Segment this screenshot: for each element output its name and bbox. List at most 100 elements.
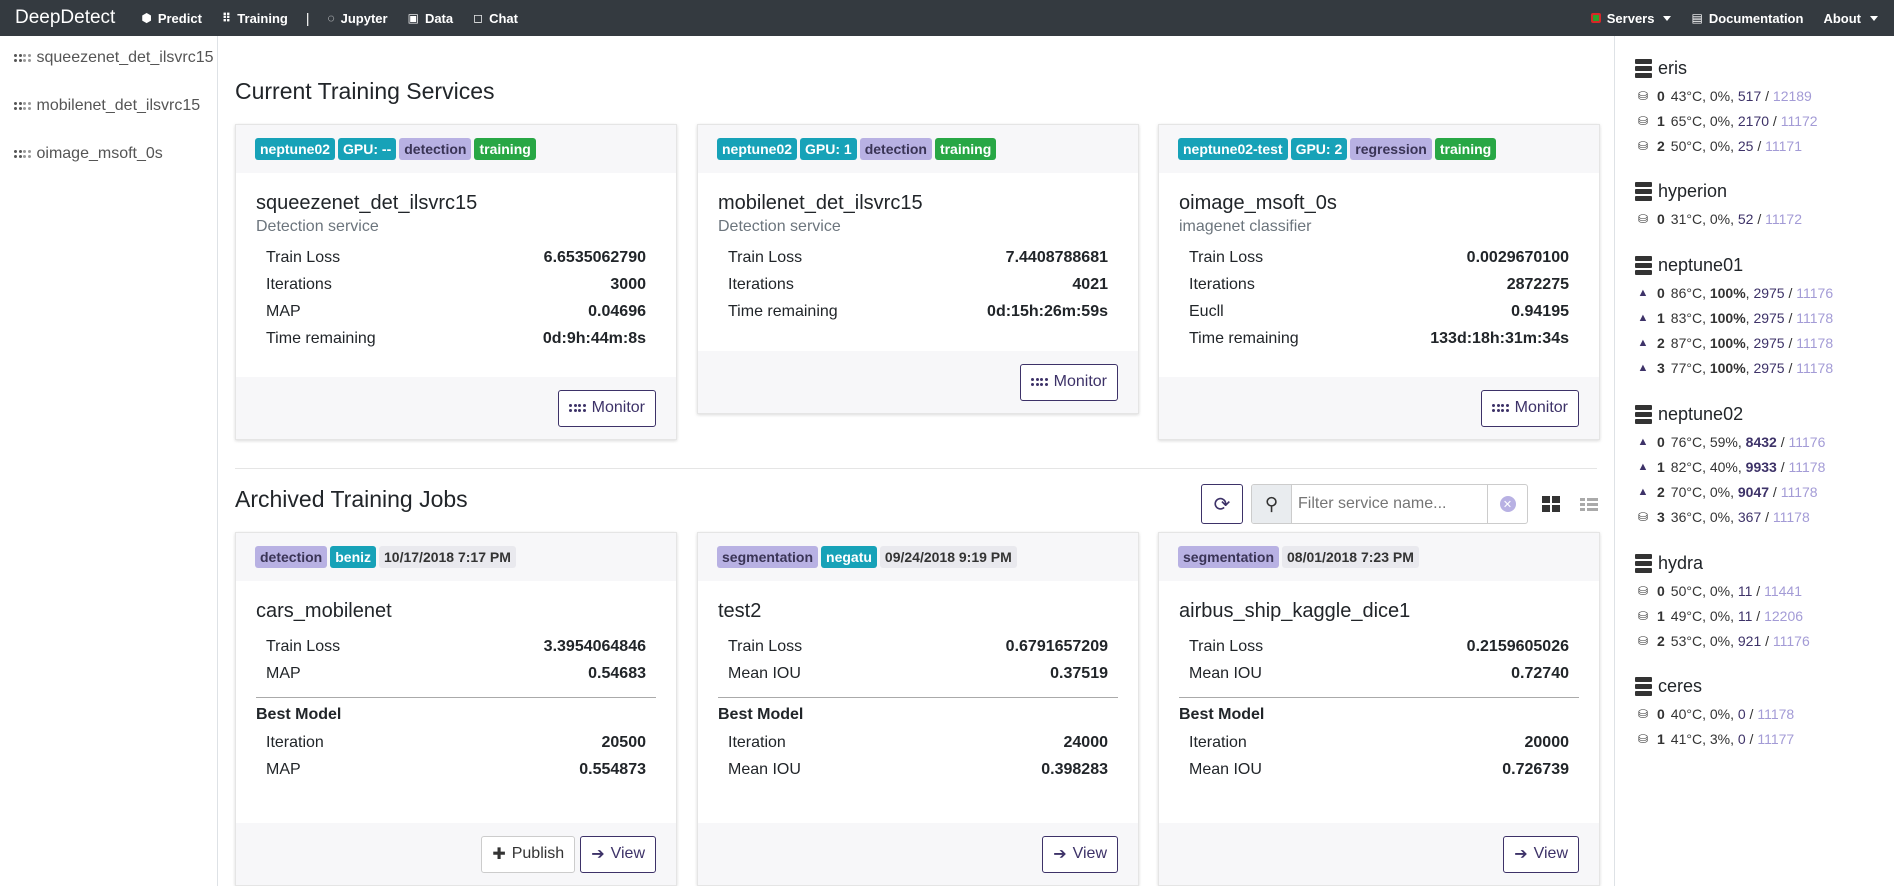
- close-icon: ✕: [1499, 496, 1516, 512]
- job-name[interactable]: cars_mobilenet: [256, 600, 392, 622]
- stat-row: Train Loss 0.2159605026: [1179, 633, 1579, 660]
- gpu-index: 1: [1657, 458, 1665, 475]
- card-header: segmentation 08/01/2018 7:23 PM: [1159, 533, 1599, 581]
- gpu-index: 3: [1657, 359, 1665, 376]
- stat-row: Time remaining 0d:15h:26m:59s: [718, 298, 1118, 325]
- servers-dropdown[interactable]: Servers: [1581, 0, 1682, 36]
- gpu-mem-total: 11176: [1788, 433, 1826, 450]
- archived-section-title: Archived Training Jobs: [235, 486, 468, 512]
- left-item-oimage[interactable]: oimage_msoft_0s: [14, 145, 163, 163]
- gpu-temp: 36°C: [1670, 508, 1703, 525]
- server-name-row[interactable]: hyperion: [1635, 179, 1802, 203]
- gpu-mem: 9933: [1745, 458, 1777, 475]
- left-item-squeezenet[interactable]: squeezenet_det_ilsvrc15: [14, 49, 214, 67]
- brand-logo[interactable]: DeepDetect: [15, 7, 116, 28]
- server-name-row[interactable]: eris: [1635, 56, 1818, 80]
- gpu-util: 0%: [1709, 705, 1731, 722]
- nav-predict[interactable]: ⬢ Predict: [131, 0, 212, 36]
- stat-label: Mean IOU: [1189, 664, 1262, 682]
- service-description: Detection service: [718, 218, 841, 235]
- service-name[interactable]: oimage_msoft_0s: [1179, 192, 1337, 214]
- service-name[interactable]: mobilenet_det_ilsvrc15: [718, 192, 923, 214]
- documentation-link[interactable]: ▤ Documentation: [1681, 0, 1813, 36]
- refresh-button[interactable]: ⟳: [1201, 484, 1243, 524]
- gpu-temp: 49°C: [1670, 607, 1703, 624]
- nav-chat[interactable]: ◻ Chat: [463, 0, 528, 36]
- gpu-util: 0%: [1709, 483, 1731, 500]
- stat-value: 0.554873: [579, 760, 646, 778]
- gpu-temp: 77°C: [1670, 359, 1703, 376]
- nav-training[interactable]: ⠿ Training: [212, 0, 298, 36]
- job-name[interactable]: airbus_ship_kaggle_dice1: [1179, 600, 1411, 622]
- gpu-mem-total: 11177: [1757, 730, 1795, 747]
- stat-value: 7.4408788681: [1005, 248, 1108, 266]
- nav-jupyter[interactable]: ◌ Jupyter: [317, 0, 397, 36]
- stat-value: 20000: [1524, 733, 1570, 751]
- best-model-heading: Best Model: [1179, 706, 1265, 723]
- server-name-row[interactable]: hydra: [1635, 551, 1810, 575]
- circle-notch-icon: ◌: [327, 11, 335, 25]
- server-icon: [1635, 58, 1652, 78]
- type-badge: detection: [399, 138, 472, 160]
- stat-label: Time remaining: [266, 329, 376, 347]
- view-button[interactable]: ➔ View: [1503, 835, 1579, 873]
- monitor-label: Monitor: [1053, 373, 1107, 390]
- clear-search-button[interactable]: ✕: [1487, 485, 1527, 523]
- fire-icon: ▲: [1637, 435, 1649, 448]
- left-item-label: squeezenet_det_ilsvrc15: [36, 49, 214, 66]
- user-badge: beniz: [330, 546, 377, 568]
- gpu-index: 1: [1657, 607, 1665, 624]
- grid-view-toggle[interactable]: [1536, 496, 1566, 512]
- gpu-util: 0%: [1709, 607, 1731, 624]
- section-divider: [235, 468, 1597, 469]
- service-description: imagenet classifier: [1179, 218, 1312, 235]
- left-sidebar: squeezenet_det_ilsvrc15 mobilenet_det_il…: [0, 36, 218, 886]
- nav-data[interactable]: ▣ Data: [398, 0, 464, 36]
- monitor-button[interactable]: Monitor: [558, 389, 656, 427]
- gpu-row: ▲ 0 76°C, 59%, 8432 / 11176: [1635, 429, 1826, 454]
- gpu-index: 0: [1657, 210, 1665, 227]
- type-badge: regression: [1350, 138, 1432, 160]
- type-badge: detection: [255, 546, 328, 568]
- fire-icon: ▲: [1637, 460, 1649, 473]
- stat-label: Train Loss: [1189, 637, 1264, 655]
- publish-label: Publish: [511, 845, 565, 862]
- stat-value: 0.72740: [1511, 664, 1569, 682]
- view-button[interactable]: ➔ View: [580, 835, 656, 873]
- gpu-temp: 70°C: [1670, 483, 1703, 500]
- gpu-mem-total: 11178: [1757, 705, 1795, 722]
- gpu-mem-total: 11178: [1796, 359, 1834, 376]
- list-view-toggle[interactable]: [1574, 497, 1604, 511]
- monitor-button[interactable]: Monitor: [1020, 363, 1118, 401]
- comment-icon: ◻: [473, 11, 484, 25]
- stat-row: Mean IOU 0.398283: [718, 756, 1118, 783]
- gpu-mem: 9047: [1737, 483, 1770, 500]
- stat-value: 0.37519: [1050, 664, 1108, 682]
- server-name-row[interactable]: ceres: [1635, 674, 1794, 698]
- job-name[interactable]: test2: [718, 600, 762, 622]
- gpu-temp: 86°C: [1670, 284, 1703, 301]
- nav-data-label: Data: [424, 10, 454, 26]
- server-badge: neptune02: [255, 138, 336, 160]
- gpu-mem: 517: [1737, 87, 1762, 104]
- publish-button[interactable]: ✚ Publish: [481, 835, 576, 873]
- date-badge: 10/17/2018 7:17 PM: [379, 546, 516, 568]
- gpu-mem: 8432: [1745, 433, 1777, 450]
- server-name-row[interactable]: neptune02: [1635, 402, 1825, 426]
- about-dropdown[interactable]: About: [1813, 0, 1894, 36]
- about-label: About: [1823, 10, 1861, 26]
- stat-value: 0.726739: [1502, 760, 1569, 778]
- gpu-mem: 11: [1737, 607, 1753, 624]
- service-name[interactable]: squeezenet_det_ilsvrc15: [256, 192, 478, 214]
- card-header: neptune02-test GPU: 2 regression trainin…: [1159, 125, 1599, 173]
- search-input[interactable]: [1292, 485, 1487, 523]
- servers-sidebar: eris ⛁ 0 43°C, 0%, 517 / 12189 ⛁ 1 65°C, 0%, 2…: [1614, 36, 1894, 886]
- card-header: detection beniz 10/17/2018 7:17 PM: [236, 533, 676, 581]
- left-item-mobilenet[interactable]: mobilenet_det_ilsvrc15: [14, 97, 200, 115]
- server-name-row[interactable]: neptune01: [1635, 253, 1833, 277]
- monitor-button[interactable]: Monitor: [1481, 389, 1579, 427]
- gpu-mem-total: 11178: [1796, 334, 1834, 351]
- view-button[interactable]: ➔ View: [1042, 835, 1118, 873]
- gpu-mem-total: 12189: [1772, 87, 1812, 104]
- stat-label: Train Loss: [728, 248, 803, 266]
